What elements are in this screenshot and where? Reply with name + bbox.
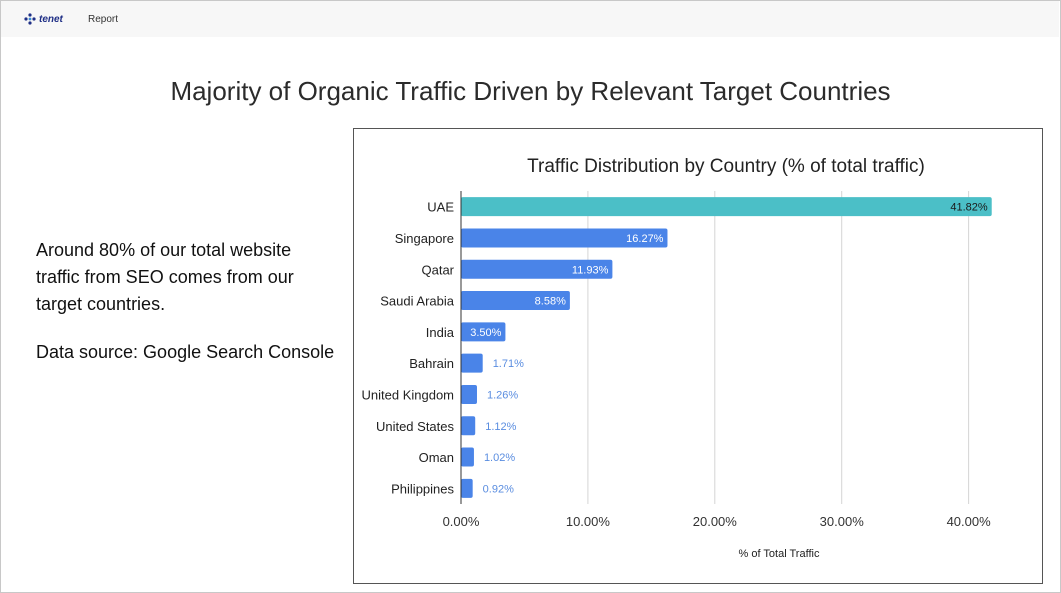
data-label: 1.02% (484, 452, 515, 464)
data-label: 0.92% (483, 483, 514, 495)
chart-title: Traffic Distribution by Country (% of to… (527, 156, 925, 177)
category-label: Philippines (391, 481, 454, 496)
data-label: 8.58% (535, 296, 566, 308)
category-label: United States (376, 419, 455, 434)
category-label: Saudi Arabia (380, 294, 454, 309)
x-tick-label: 10.00% (566, 514, 611, 529)
bar-singapore (461, 228, 668, 248)
category-label: Oman (419, 450, 454, 465)
tenet-logo[interactable]: tenet (23, 11, 63, 27)
data-label: 41.82% (950, 202, 988, 214)
bar-united-states (461, 416, 476, 436)
slide-title: Majority of Organic Traffic Driven by Re… (170, 76, 891, 106)
bar-india (461, 322, 506, 342)
x-tick-label: 30.00% (820, 514, 865, 529)
bar-united-kingdom (461, 384, 477, 404)
top-navigation-bar: tenet Report (1, 1, 1059, 37)
x-tick-label: 20.00% (693, 514, 738, 529)
bar-philippines (461, 478, 473, 498)
bar-qatar (461, 259, 613, 279)
bar-saudi-arabia (461, 291, 570, 311)
category-label: UAE (427, 200, 454, 215)
chart-svg: Traffic Distribution by Country (% of to… (362, 156, 992, 560)
slide-description: Around 80% of our total website traffic … (36, 240, 294, 314)
bar-bahrain (461, 353, 483, 373)
tenet-logo-icon (24, 13, 36, 25)
nav-report-link[interactable]: Report (88, 14, 119, 25)
bar-uae (461, 197, 992, 217)
category-label: Bahrain (409, 356, 454, 371)
category-label: United Kingdom (362, 387, 455, 402)
category-label: Singapore (395, 231, 454, 246)
bar-oman (461, 447, 474, 467)
data-label: 11.93% (572, 264, 609, 276)
data-label: 16.27% (626, 233, 664, 245)
data-label: 1.12% (485, 421, 516, 433)
data-label: 1.71% (493, 358, 524, 370)
category-label: India (426, 325, 455, 340)
x-tick-label: 0.00% (443, 514, 480, 529)
data-label: 1.26% (487, 389, 518, 401)
logo-text: tenet (39, 13, 63, 25)
category-label: Qatar (421, 262, 454, 277)
x-tick-label: 40.00% (947, 514, 992, 529)
data-source-note: Data source: Google Search Console (36, 342, 335, 362)
traffic-distribution-chart: Traffic Distribution by Country (% of to… (353, 128, 1043, 584)
x-axis-title: % of Total Traffic (739, 548, 820, 560)
data-label: 3.50% (470, 327, 501, 339)
